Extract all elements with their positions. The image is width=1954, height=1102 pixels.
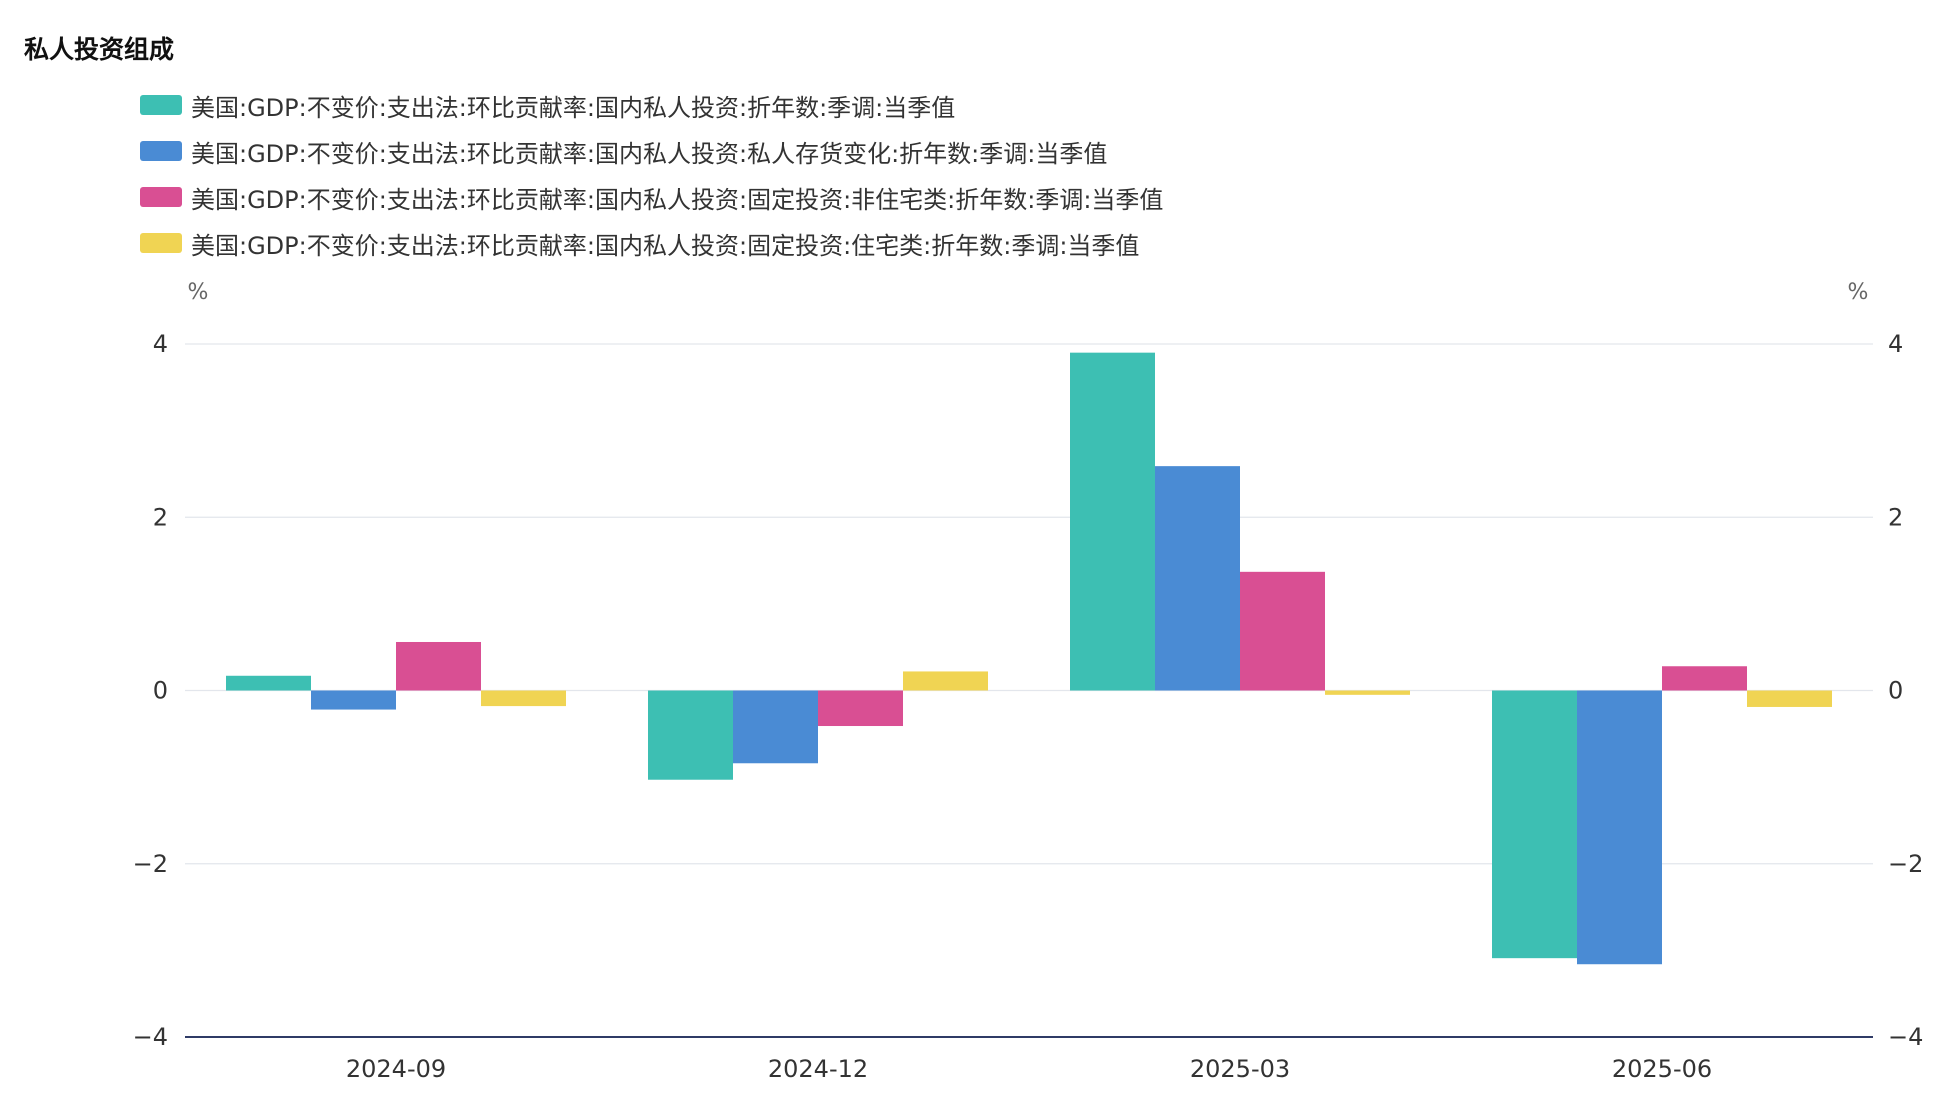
- legend-swatch-inventory: [140, 141, 182, 161]
- bar-2025-03-series-2[interactable]: [1155, 466, 1240, 691]
- y-tick-label-left: 0: [153, 677, 168, 705]
- legend-swatch-nonresidential: [140, 187, 182, 207]
- bar-2025-03-series-4[interactable]: [1325, 690, 1410, 695]
- bar-2025-06-series-2[interactable]: [1577, 690, 1662, 965]
- legend-item-inventory[interactable]: 美国:GDP:不变价:支出法:环比贡献率:国内私人投资:私人存货变化:折年数:季…: [140, 128, 1163, 174]
- legend-item-nonresidential[interactable]: 美国:GDP:不变价:支出法:环比贡献率:国内私人投资:固定投资:非住宅类:折年…: [140, 174, 1163, 220]
- bar-2024-09-series-2[interactable]: [311, 690, 396, 710]
- legend-label-total: 美国:GDP:不变价:支出法:环比贡献率:国内私人投资:折年数:季调:当季值: [191, 93, 956, 122]
- bar-2025-06-series-1[interactable]: [1492, 690, 1577, 959]
- bar-2024-12-series-3[interactable]: [818, 690, 903, 727]
- x-tick-label: 2024-09: [346, 1055, 446, 1083]
- y-tick-label-right: −2: [1888, 850, 1923, 878]
- legend-label-residential: 美国:GDP:不变价:支出法:环比贡献率:国内私人投资:固定投资:住宅类:折年数…: [191, 231, 1140, 260]
- bar-2024-12-series-2[interactable]: [733, 690, 818, 764]
- bar-2025-06-series-3[interactable]: [1662, 666, 1747, 691]
- y-axis-unit-left: %: [188, 280, 209, 305]
- y-tick-label-left: −2: [133, 850, 168, 878]
- legend-swatch-total: [140, 95, 182, 115]
- bar-2025-06-series-4[interactable]: [1747, 690, 1832, 707]
- bar-2025-03-series-1[interactable]: [1070, 352, 1155, 691]
- y-tick-label-left: 4: [153, 330, 168, 358]
- y-tick-label-right: 0: [1888, 677, 1903, 705]
- bar-2025-03-series-3[interactable]: [1240, 571, 1325, 691]
- legend-item-residential[interactable]: 美国:GDP:不变价:支出法:环比贡献率:国内私人投资:固定投资:住宅类:折年数…: [140, 220, 1163, 266]
- y-tick-label-left: −4: [133, 1023, 168, 1051]
- y-tick-label-right: 4: [1888, 330, 1903, 358]
- legend-swatch-residential: [140, 233, 182, 253]
- x-tick-label: 2025-06: [1612, 1055, 1712, 1083]
- bar-2024-09-series-4[interactable]: [481, 690, 566, 707]
- x-tick-label: 2024-12: [768, 1055, 868, 1083]
- chart-title: 私人投资组成: [24, 35, 175, 64]
- y-tick-label-left: 2: [153, 503, 168, 531]
- bars: [226, 352, 1832, 965]
- bar-2024-12-series-4[interactable]: [903, 671, 988, 691]
- x-tick-label: 2025-03: [1190, 1055, 1290, 1083]
- bar-2024-09-series-1[interactable]: [226, 675, 311, 691]
- legend-item-total[interactable]: 美国:GDP:不变价:支出法:环比贡献率:国内私人投资:折年数:季调:当季值: [140, 82, 1163, 128]
- axes: 4 4 2 2 0 0 −2 −2 −4 −4 2024-09 2024-12 2025-03 2025-…: [133, 330, 1924, 1083]
- legend-label-inventory: 美国:GDP:不变价:支出法:环比贡献率:国内私人投资:私人存货变化:折年数:季…: [191, 139, 1108, 168]
- y-axis-unit-right: %: [1848, 280, 1869, 305]
- y-tick-label-right: −4: [1888, 1023, 1923, 1051]
- legend-label-nonresidential: 美国:GDP:不变价:支出法:环比贡献率:国内私人投资:固定投资:非住宅类:折年…: [191, 185, 1164, 214]
- y-tick-label-right: 2: [1888, 503, 1903, 531]
- bar-2024-09-series-3[interactable]: [396, 641, 481, 691]
- legend: 美国:GDP:不变价:支出法:环比贡献率:国内私人投资:折年数:季调:当季值 美…: [140, 82, 1163, 266]
- bar-2024-12-series-1[interactable]: [648, 690, 733, 780]
